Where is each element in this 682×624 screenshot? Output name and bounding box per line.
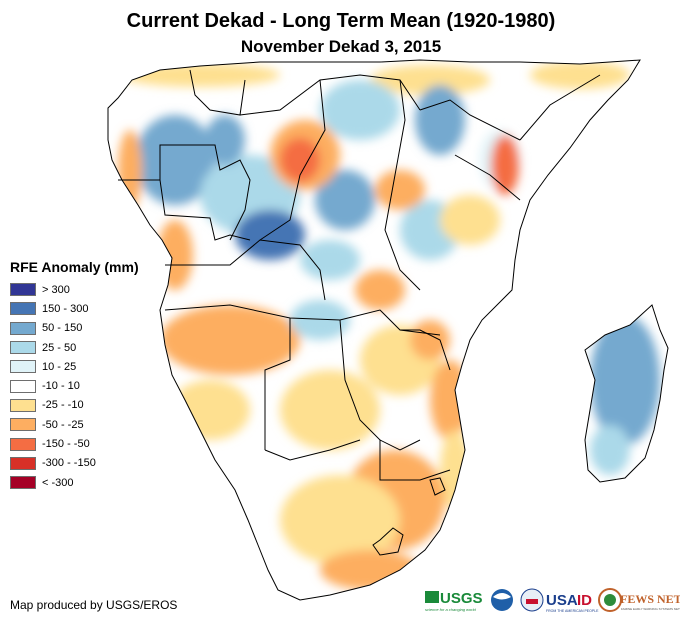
- legend-label: -300 - -150: [42, 457, 96, 470]
- legend-swatch: [10, 302, 36, 316]
- legend-item: -150 - -50: [10, 434, 139, 453]
- legend-swatch: [10, 476, 36, 490]
- legend-title: RFE Anomaly (mm): [10, 259, 139, 275]
- svg-text:FEWS NET: FEWS NET: [620, 592, 680, 606]
- legend-item: -300 - -150: [10, 454, 139, 473]
- legend: RFE Anomaly (mm) > 300 150 - 300 50 - 150 2…: [10, 259, 139, 492]
- legend-item: 50 - 150: [10, 319, 139, 338]
- legend-item: > 300: [10, 280, 139, 299]
- credit-text: Map produced by USGS/EROS: [10, 598, 178, 612]
- legend-item: < -300: [10, 473, 139, 492]
- legend-label: -150 - -50: [42, 438, 90, 451]
- legend-label: 10 - 25: [42, 360, 77, 373]
- legend-item: 150 - 300: [10, 299, 139, 318]
- legend-item: -25 - -10: [10, 396, 139, 415]
- usgs-logo: USGS science for a changing world: [425, 590, 483, 612]
- svg-text:USA: USA: [546, 592, 578, 609]
- svg-text:FROM THE AMERICAN PEOPLE: FROM THE AMERICAN PEOPLE: [546, 609, 599, 613]
- fews-net-logo: FEWS NET FAMINE EARLY WARNING SYSTEMS NE…: [598, 588, 680, 612]
- legend-item: 25 - 50: [10, 338, 139, 357]
- legend-swatch: [10, 283, 36, 297]
- svg-text:USGS: USGS: [440, 590, 483, 607]
- legend-label: -50 - -25: [42, 418, 84, 431]
- legend-swatch: [10, 321, 36, 335]
- legend-item: -50 - -25: [10, 415, 139, 434]
- svg-text:ID: ID: [577, 592, 592, 609]
- legend-swatch: [10, 360, 36, 374]
- partner-logos: USGS science for a changing world USA ID…: [425, 588, 680, 613]
- legend-swatch: [10, 437, 36, 451]
- legend-label: > 300: [42, 283, 70, 296]
- legend-items: > 300 150 - 300 50 - 150 25 - 50 10 - 25 -10 …: [10, 280, 139, 492]
- legend-label: 25 - 50: [42, 341, 77, 354]
- legend-swatch: [10, 379, 36, 393]
- legend-swatch: [10, 456, 36, 470]
- legend-label: -10 - 10: [42, 380, 80, 393]
- legend-item: -10 - 10: [10, 376, 139, 395]
- map-title: Current Dekad - Long Term Mean (1920-198…: [126, 10, 556, 32]
- legend-swatch: [10, 341, 36, 355]
- usaid-logo: USA ID FROM THE AMERICAN PEOPLE: [520, 588, 599, 613]
- legend-label: < -300: [42, 476, 74, 489]
- legend-swatch: [10, 398, 36, 412]
- noaa-logo: [491, 589, 513, 611]
- map-subtitle: November Dekad 3, 2015: [240, 37, 442, 56]
- legend-label: 150 - 300: [42, 302, 89, 315]
- country-borders: [107, 59, 669, 601]
- svg-text:science for a changing world: science for a changing world: [425, 607, 476, 612]
- legend-swatch: [10, 418, 36, 432]
- legend-label: 50 - 150: [42, 322, 83, 335]
- legend-item: 10 - 25: [10, 357, 139, 376]
- legend-label: -25 - -10: [42, 399, 84, 412]
- svg-text:FAMINE EARLY WARNING SYSTEMS N: FAMINE EARLY WARNING SYSTEMS NETWORK: [621, 607, 680, 611]
